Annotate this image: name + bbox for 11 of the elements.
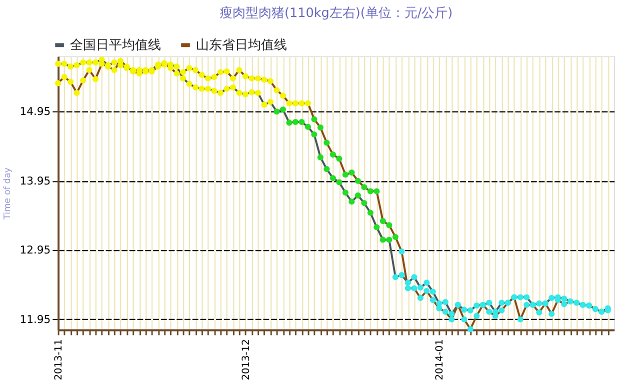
x-tick-label: 2014-01 — [434, 339, 446, 380]
y-tick-label: 12.95 — [20, 244, 51, 257]
y-tick-label: 14.95 — [20, 105, 51, 118]
legend-label: 全国日平均值线 — [70, 38, 161, 54]
legend-label: 山东省日均值线 — [196, 38, 287, 54]
y-axis-title: Time of day — [2, 167, 13, 221]
x-tick-label: 2013-12 — [240, 339, 252, 380]
y-tick-label: 13.95 — [20, 174, 51, 188]
y-tick-label: 11.95 — [20, 312, 51, 326]
chart-title: 瘦肉型肉猪(110kg左右)(单位：元/公斤) — [219, 6, 453, 21]
x-tick-label: 2013-11 — [54, 339, 65, 380]
